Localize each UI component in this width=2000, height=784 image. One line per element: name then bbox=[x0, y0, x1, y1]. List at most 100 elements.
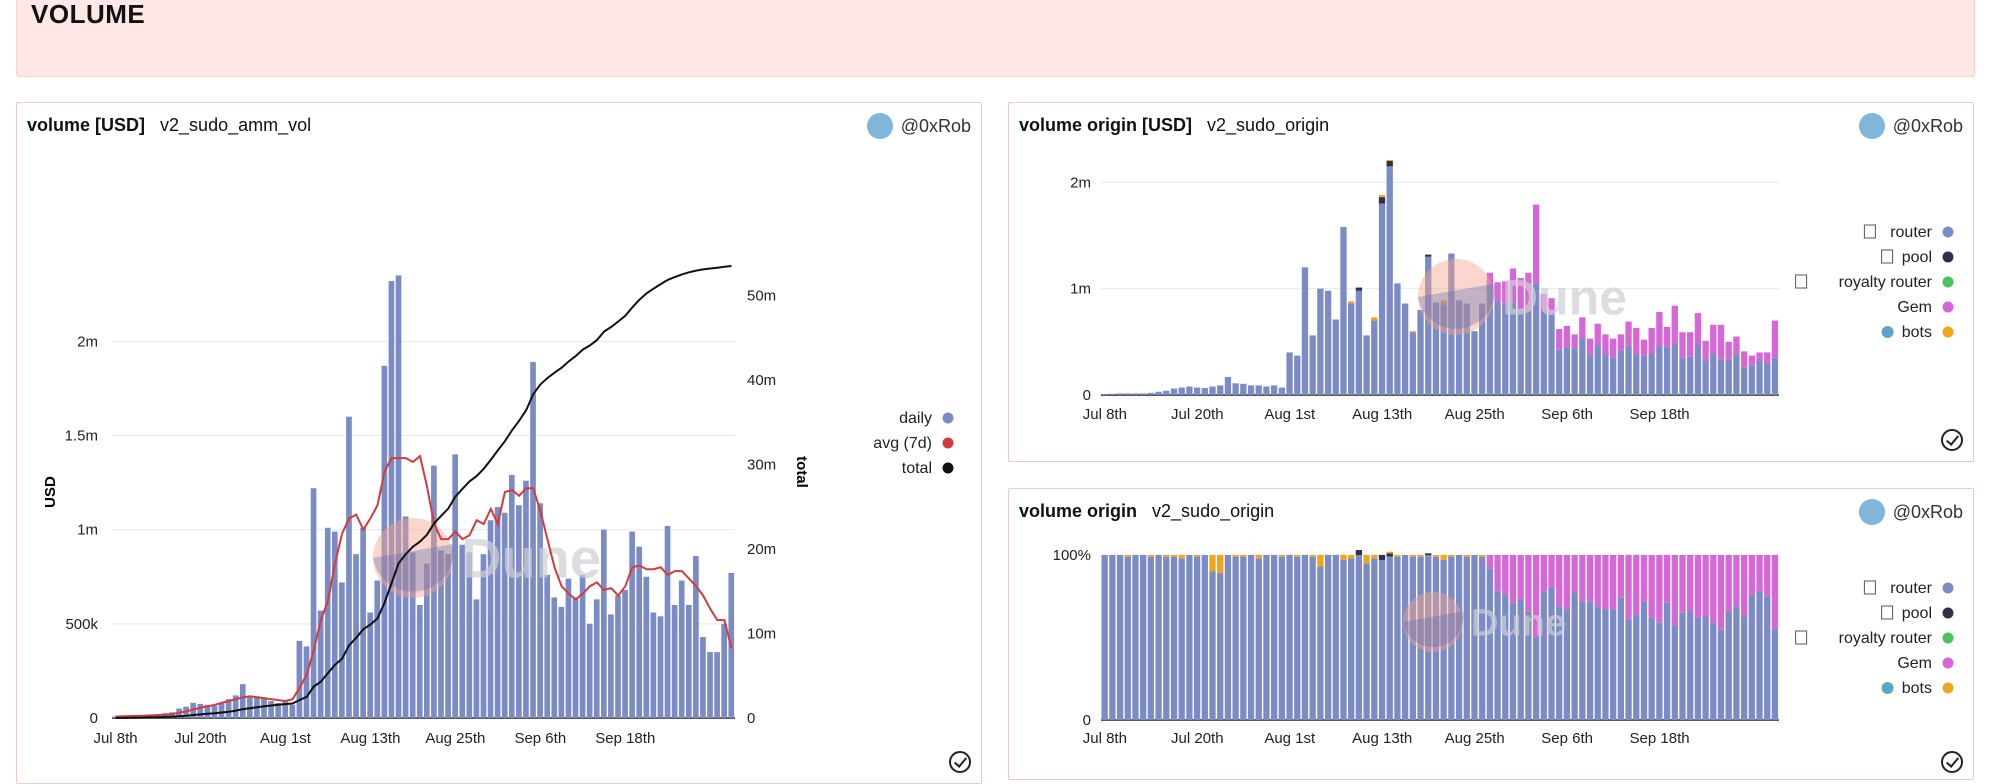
bar-router bbox=[1132, 555, 1139, 720]
author-link[interactable]: @0xRob bbox=[1858, 499, 1963, 525]
bar-router bbox=[1725, 611, 1732, 720]
check-icon[interactable] bbox=[1941, 429, 1963, 451]
contract-icon bbox=[1863, 224, 1876, 239]
y2-tick-label: 10m bbox=[747, 626, 776, 643]
bar-bots bbox=[1417, 555, 1424, 557]
bar-gem bbox=[1756, 555, 1763, 592]
bar-router bbox=[1324, 555, 1332, 720]
bar-gem bbox=[1610, 555, 1617, 610]
legend-swatch bbox=[942, 412, 954, 424]
bar-daily bbox=[424, 563, 430, 718]
check-icon[interactable] bbox=[1941, 751, 1963, 773]
bar-router bbox=[1193, 556, 1201, 720]
panel-title[interactable]: volume origin [USD] v2_sudo_origin bbox=[1019, 115, 1329, 136]
bar-daily bbox=[402, 516, 409, 718]
bar-router bbox=[1617, 597, 1625, 720]
bar-bots bbox=[1448, 555, 1455, 557]
bar-bots bbox=[1209, 555, 1216, 572]
bar-daily bbox=[657, 616, 664, 718]
bar-daily bbox=[600, 529, 607, 718]
author-link[interactable]: @0xRob bbox=[866, 113, 971, 139]
bar-gem bbox=[1525, 272, 1532, 313]
bar-router bbox=[1440, 304, 1447, 395]
bar-router bbox=[1448, 253, 1455, 395]
bar-gem bbox=[1671, 555, 1678, 626]
bar-daily bbox=[268, 701, 274, 718]
x-tick-label: Aug 13th bbox=[340, 730, 400, 747]
bar-daily bbox=[608, 614, 614, 718]
watermark-text: Dune bbox=[1502, 270, 1627, 326]
watermark-text: Dune bbox=[461, 527, 601, 590]
bar-gem bbox=[1602, 555, 1609, 610]
bar-gem bbox=[1671, 305, 1678, 344]
bar-daily bbox=[112, 716, 119, 718]
bar-gem bbox=[1502, 281, 1509, 305]
bar-router bbox=[1710, 622, 1717, 720]
bar-router bbox=[1617, 350, 1625, 395]
bar-gem bbox=[1502, 555, 1509, 595]
legend-label: bots bbox=[1902, 324, 1932, 341]
legend-swatch bbox=[942, 437, 954, 449]
bar-router bbox=[1186, 555, 1193, 720]
bar-router bbox=[1209, 386, 1216, 395]
bar-gem bbox=[1579, 555, 1586, 602]
bar-bots bbox=[1348, 555, 1355, 559]
bar-gem bbox=[1725, 341, 1732, 360]
y-tick-label: 0 bbox=[90, 710, 98, 727]
bar-gem bbox=[1640, 555, 1648, 602]
bar-daily bbox=[544, 574, 551, 718]
bar-router bbox=[1163, 556, 1170, 720]
legend-swatch bbox=[1942, 326, 1954, 338]
bar-daily bbox=[317, 610, 324, 718]
bar-router bbox=[1594, 606, 1601, 720]
bar-router bbox=[1556, 349, 1563, 395]
bar-daily bbox=[671, 605, 678, 718]
bar-daily bbox=[501, 512, 508, 718]
bar-router bbox=[1579, 338, 1586, 395]
volume-origin-pct-panel: volume origin v2_sudo_origin @0xRob 0 100… bbox=[1008, 488, 1974, 780]
bar-router bbox=[1640, 601, 1648, 720]
bar-daily bbox=[494, 507, 501, 718]
query-name[interactable]: v2_sudo_amm_vol bbox=[160, 115, 312, 135]
bar-daily bbox=[593, 599, 600, 718]
bar-bots bbox=[1340, 555, 1347, 560]
y-tick-label: 1m bbox=[77, 522, 98, 539]
legend-label: pool bbox=[1902, 249, 1932, 266]
bar-bots bbox=[1479, 555, 1486, 557]
query-name[interactable]: v2_sudo_origin bbox=[1207, 115, 1330, 135]
bar-bots bbox=[1432, 555, 1440, 557]
bar-bots bbox=[1409, 331, 1416, 333]
bar-router bbox=[1710, 353, 1717, 395]
chart-title: volume [USD] bbox=[27, 115, 146, 135]
check-icon[interactable] bbox=[949, 751, 971, 773]
bar-gem bbox=[1756, 352, 1763, 361]
bar-gem bbox=[1563, 325, 1571, 348]
legend-label: royalty router bbox=[1839, 630, 1933, 647]
bar-router bbox=[1756, 591, 1763, 720]
bar-router bbox=[1509, 602, 1517, 720]
bar-router bbox=[1355, 555, 1363, 720]
bar-router bbox=[1463, 556, 1470, 720]
query-name[interactable]: v2_sudo_origin bbox=[1152, 501, 1275, 521]
bar-gem bbox=[1725, 555, 1732, 612]
bar-router bbox=[1247, 555, 1255, 720]
bar-router bbox=[1740, 367, 1748, 395]
x-tick-label: Jul 8th bbox=[1083, 406, 1127, 423]
bar-router bbox=[1748, 365, 1755, 395]
bar-gem bbox=[1563, 555, 1571, 610]
bar-daily bbox=[565, 578, 572, 718]
bar-router bbox=[1563, 347, 1571, 395]
bar-daily bbox=[169, 712, 175, 718]
panel-title[interactable]: volume [USD] v2_sudo_amm_vol bbox=[27, 115, 311, 136]
bar-router bbox=[1694, 345, 1702, 395]
author-link[interactable]: @0xRob bbox=[1858, 113, 1963, 139]
x-tick-label: Jul 20th bbox=[1171, 730, 1224, 747]
y-tick-label: 100% bbox=[1053, 547, 1091, 564]
bar-router bbox=[1240, 383, 1247, 395]
panel-title[interactable]: volume origin v2_sudo_origin bbox=[1019, 501, 1274, 522]
bar-router bbox=[1317, 288, 1324, 395]
bar-daily bbox=[353, 554, 359, 718]
bar-daily bbox=[360, 527, 366, 718]
bar-daily bbox=[650, 612, 657, 718]
bar-router bbox=[1271, 555, 1278, 720]
